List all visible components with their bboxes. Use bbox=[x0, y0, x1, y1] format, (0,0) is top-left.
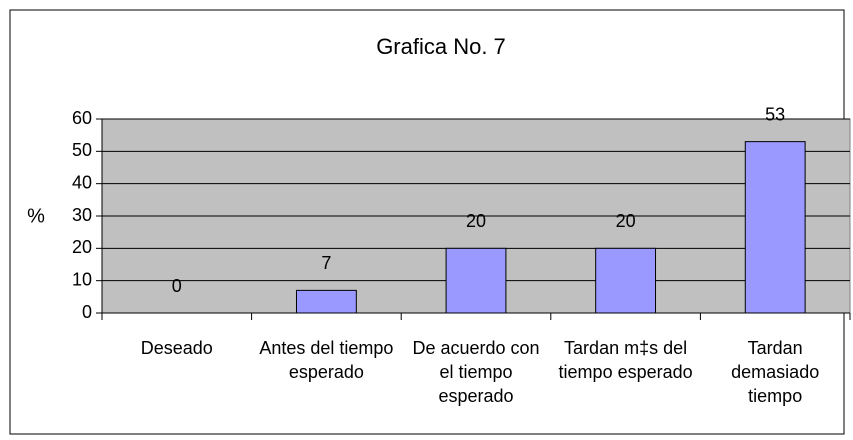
data-label: 20 bbox=[616, 211, 636, 231]
bar bbox=[445, 247, 507, 314]
chart-title: Grafica No. 7 bbox=[376, 34, 506, 59]
y-tick-label: 0 bbox=[82, 302, 92, 322]
x-tick-label: Deseado bbox=[140, 338, 213, 358]
y-axis-label: % bbox=[27, 205, 45, 227]
y-tick-label: 30 bbox=[72, 205, 92, 225]
x-tick-label: Antes del tiempo esperado bbox=[259, 338, 394, 382]
data-label: 20 bbox=[466, 211, 486, 231]
data-label: 7 bbox=[321, 253, 331, 273]
y-tick-label: 60 bbox=[72, 108, 92, 128]
bar bbox=[595, 247, 657, 314]
y-tick-label: 10 bbox=[72, 269, 92, 289]
bar bbox=[295, 289, 357, 314]
bar bbox=[744, 141, 806, 314]
x-tick-label: Tardan m‡s del tiempo esperado bbox=[558, 338, 693, 382]
y-tick-label: 20 bbox=[72, 237, 92, 257]
x-tick-label: Tardan demasiado tiempo bbox=[731, 338, 820, 406]
data-label: 0 bbox=[172, 276, 182, 296]
x-tick-label: De acuerdo con el tiempo esperado bbox=[412, 338, 540, 406]
y-tick-label: 40 bbox=[72, 172, 92, 192]
y-tick-label: 50 bbox=[72, 140, 92, 160]
data-label: 53 bbox=[765, 104, 785, 124]
